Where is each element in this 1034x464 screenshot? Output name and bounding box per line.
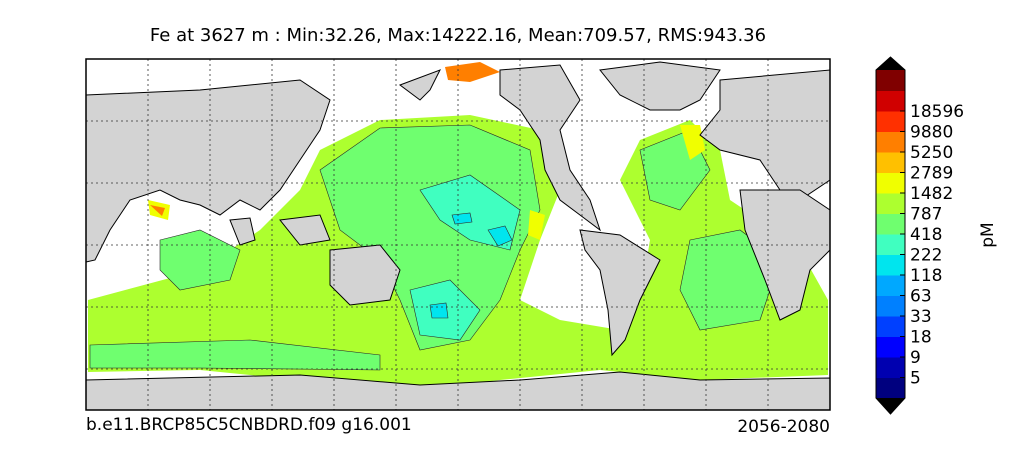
colorbar-tick-label: 18 xyxy=(910,328,932,348)
run-name: b.e11.BRCP85C5CNBDRD.f09 g16.001 xyxy=(86,415,412,435)
color-band xyxy=(876,234,905,255)
colorbar-tick-label: 9880 xyxy=(910,123,953,143)
land xyxy=(398,64,601,232)
colorbar-tick-label: 63 xyxy=(910,287,932,307)
ocean-field xyxy=(150,62,500,216)
colorbar-tick-label: 5 xyxy=(910,369,921,389)
color-band xyxy=(876,275,905,296)
color-band xyxy=(876,213,905,235)
colorbar-tick-label: 418 xyxy=(910,225,942,245)
land xyxy=(85,79,331,263)
color-band xyxy=(876,316,905,337)
colorbar-tick-label: 9 xyxy=(910,348,921,368)
graticule xyxy=(86,59,830,410)
ocean-field xyxy=(487,225,513,247)
color-band xyxy=(876,295,905,317)
colorbar: 5918336311822241878714822789525098801859… xyxy=(875,56,964,415)
colorbar-tick-label: 222 xyxy=(910,246,942,266)
land xyxy=(579,229,661,357)
map xyxy=(85,58,831,411)
colorbar-tick-label: 1482 xyxy=(910,184,953,204)
colorbar-tick-label: 118 xyxy=(910,266,942,286)
extend-bottom xyxy=(876,398,905,414)
map-frame xyxy=(85,58,831,411)
color-band xyxy=(876,70,905,91)
land xyxy=(229,214,331,246)
color-band xyxy=(876,172,905,194)
ocean-field xyxy=(159,229,241,291)
colorbar-tick-label: 5250 xyxy=(910,143,953,163)
time-range: 2056-2080 xyxy=(737,417,830,437)
colorbar-frame xyxy=(875,56,906,415)
ocean-field xyxy=(429,302,449,319)
color-band xyxy=(876,377,905,399)
color-band xyxy=(876,152,905,173)
color-band xyxy=(876,90,905,112)
colorbar-tick-label: 2789 xyxy=(910,164,953,184)
ocean-field xyxy=(89,339,381,371)
colorbar-tick-label: 33 xyxy=(910,307,932,327)
land xyxy=(739,189,831,321)
color-band xyxy=(876,111,905,132)
colorbar-tick-label: 18596 xyxy=(910,102,964,122)
color-band xyxy=(876,357,905,378)
colorbar-tick-label: 787 xyxy=(910,205,942,225)
color-band xyxy=(876,254,905,276)
land xyxy=(329,244,401,306)
color-band xyxy=(876,131,905,153)
color-band xyxy=(876,193,905,214)
color-band xyxy=(876,336,905,358)
extend-top xyxy=(876,57,905,70)
colorbar-label: pM xyxy=(978,222,998,247)
title: Fe at 3627 m : Min:32.26, Max:14222.16, … xyxy=(150,25,766,46)
ocean-field xyxy=(451,212,473,225)
